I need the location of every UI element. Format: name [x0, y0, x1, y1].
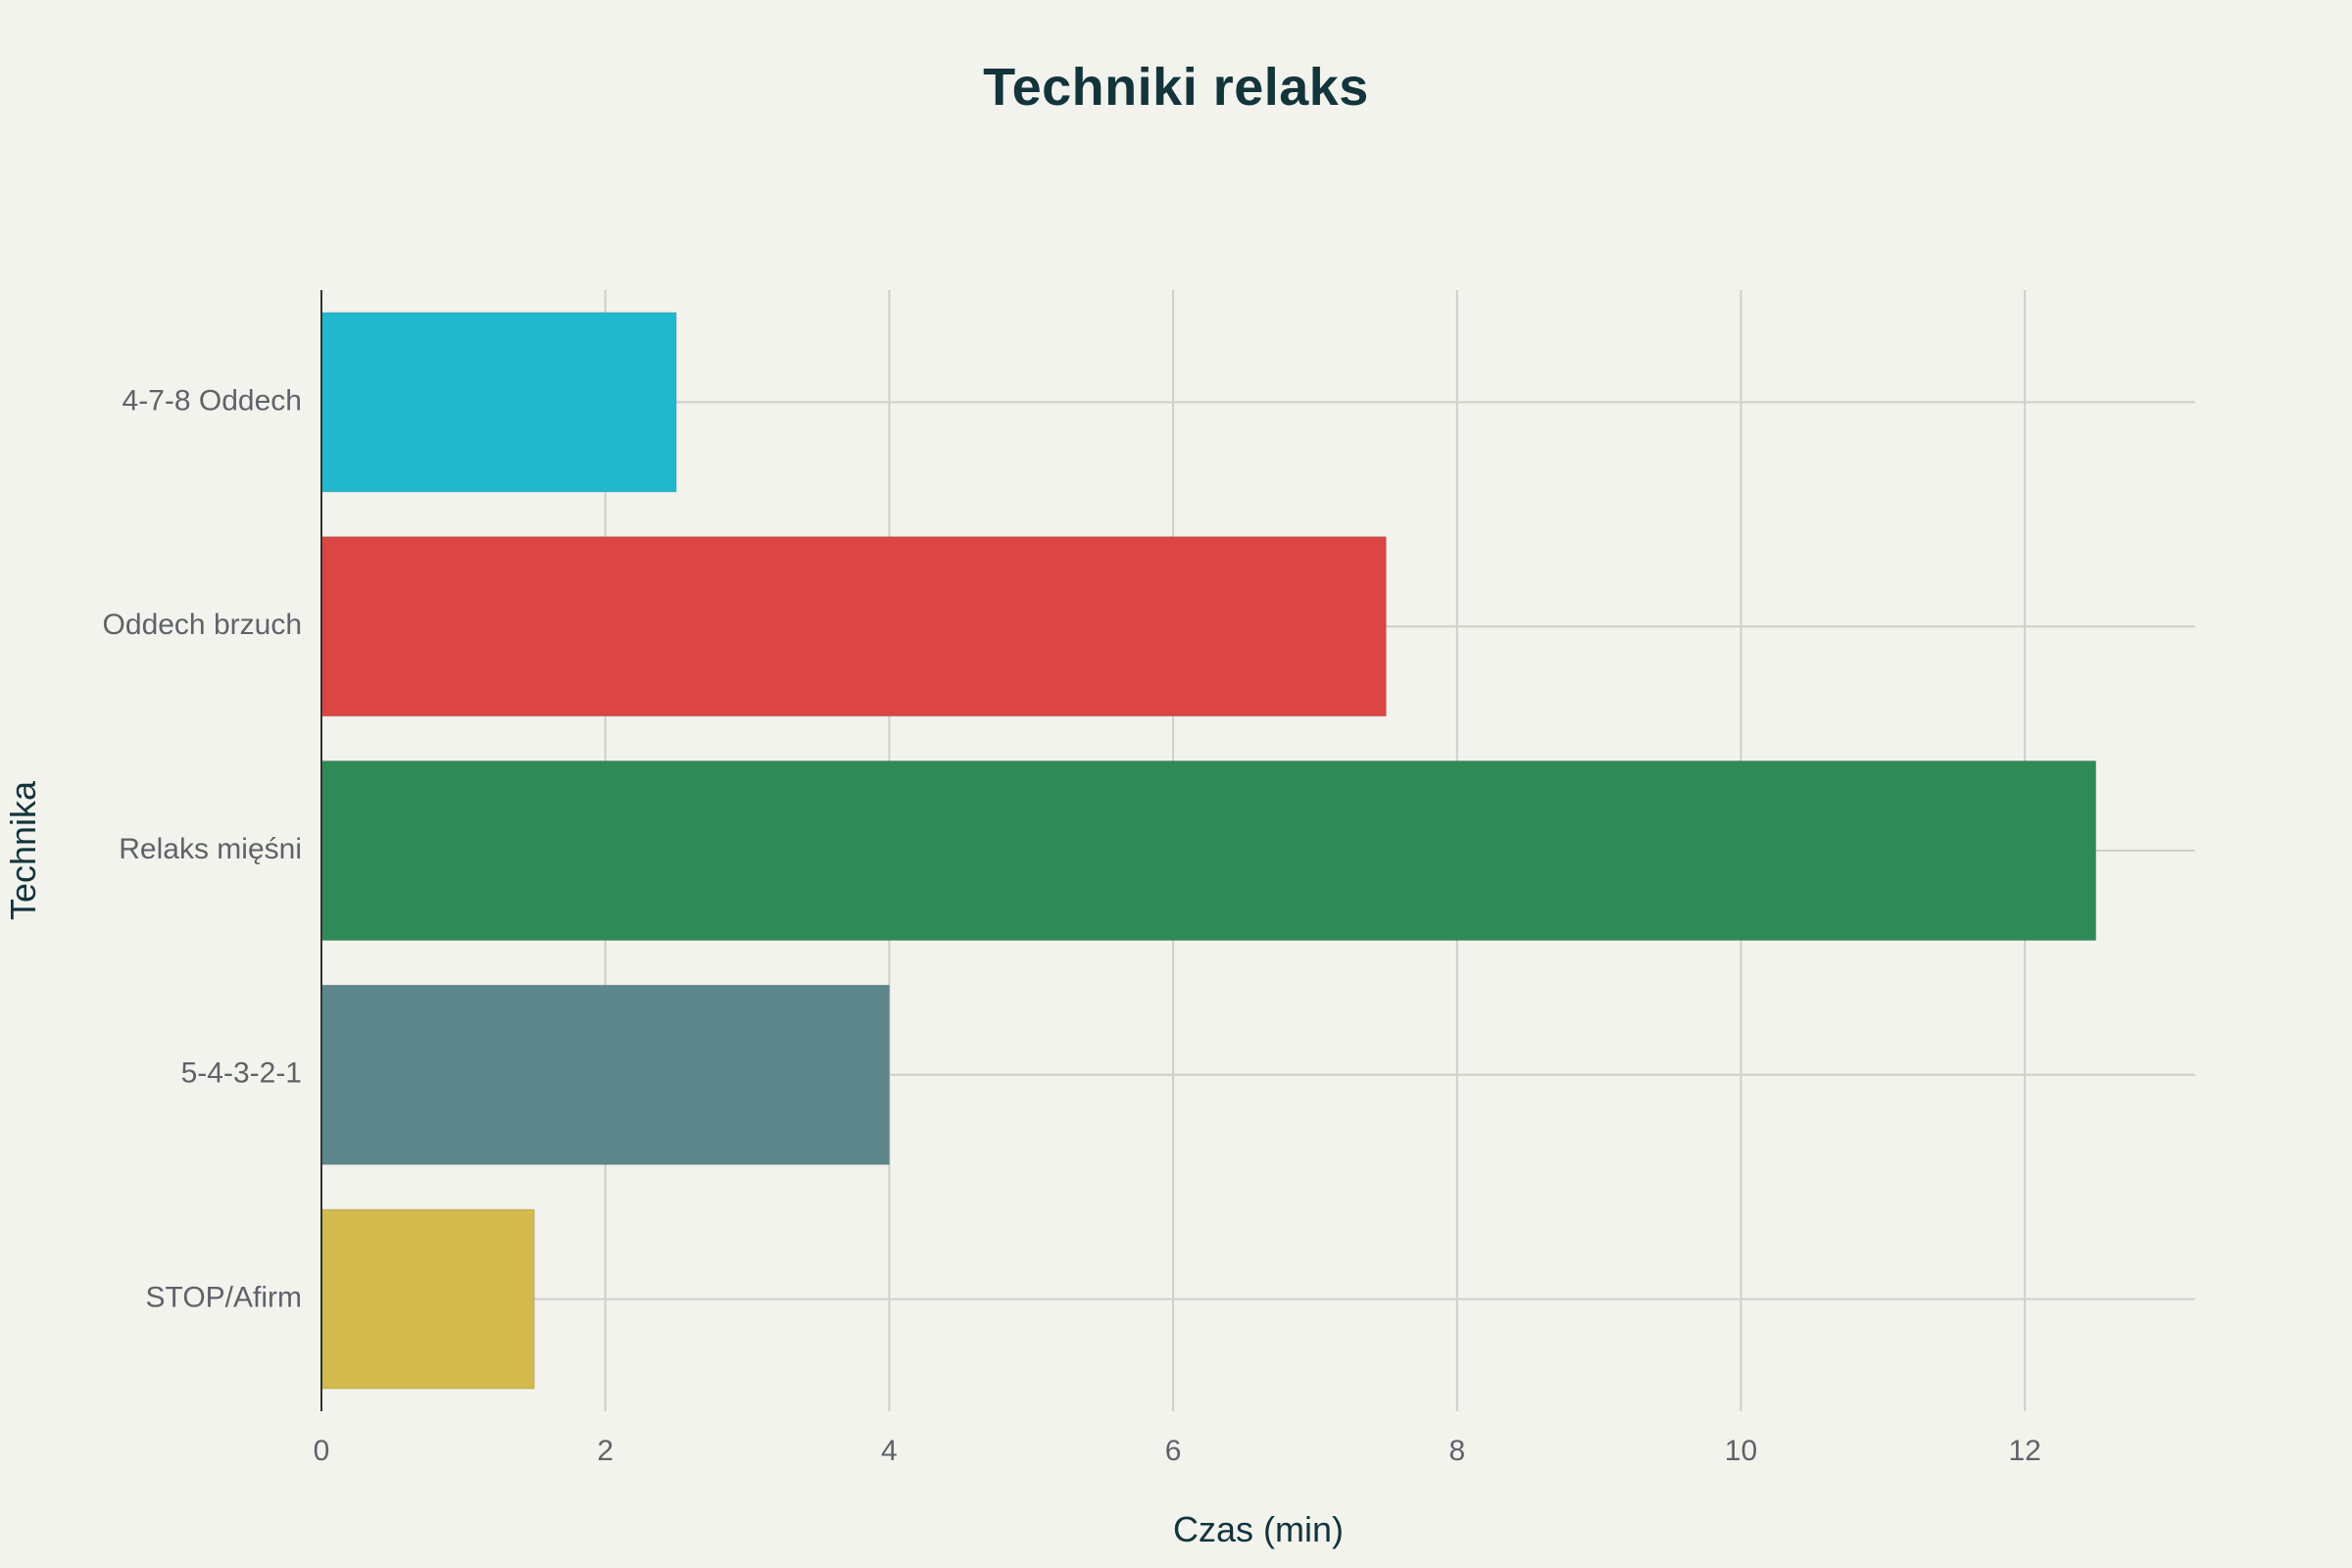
- x-tick-label: 4: [881, 1435, 898, 1467]
- chart-title: Techniki relaks: [983, 58, 1369, 117]
- bars: [320, 312, 2097, 1390]
- x-tick-label: 12: [2008, 1435, 2040, 1467]
- bar-4-7-8-oddech: [320, 312, 677, 493]
- y-tick-label: 5-4-3-2-1: [181, 1057, 302, 1090]
- x-axis-title: Czas (min): [1173, 1509, 1344, 1549]
- y-tick-label: Oddech brzuch: [103, 609, 302, 641]
- x-tick-label: 8: [1448, 1435, 1465, 1467]
- y-tick-label: STOP/Afirm: [146, 1282, 302, 1314]
- y-axis-title: Technika: [3, 780, 43, 920]
- x-tick-label: 2: [597, 1435, 613, 1467]
- tick-labels: 0 2 4 6 8 10 12 4-7-8 Oddech Oddech brzuch Relaks…: [103, 384, 2041, 1467]
- y-tick-label: 4-7-8 Oddech: [122, 384, 302, 416]
- bar-oddech-brzuch: [320, 536, 1387, 717]
- bar-relaks-mi-ni: [320, 760, 2097, 942]
- x-tick-label: 10: [1725, 1435, 1757, 1467]
- bar-5-4-3-2-1: [320, 984, 890, 1165]
- x-tick-label: 6: [1165, 1435, 1182, 1467]
- y-tick-label: Relaks mięśni: [119, 833, 302, 865]
- bar-stop-afirm: [320, 1208, 535, 1390]
- x-tick-label: 0: [314, 1435, 330, 1467]
